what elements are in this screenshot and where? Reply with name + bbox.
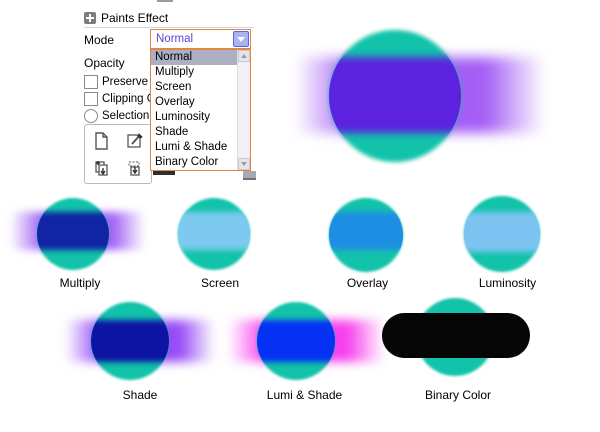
mode-dropdown-list: Normal Multiply Screen Overlay Luminosit… [150,49,251,171]
preserve-opacity-row: Preserve [84,75,148,89]
blend-region [329,198,403,272]
blend-example-normal [290,20,552,175]
scroll-up-button[interactable] [238,50,250,62]
blend-region [329,30,461,162]
arrow-up-icon [241,54,247,58]
blend-region [464,196,540,272]
example-label: Lumi & Shade [266,388,343,402]
blend-example-multiply: Multiply [5,195,155,295]
opacity-label: Opacity [84,56,125,70]
expand-toggle-icon[interactable] [84,12,96,24]
selection-source-label: Selection [102,110,150,122]
copy-layer-icon [94,160,108,176]
mode-option-shade[interactable]: Shade [155,126,189,138]
blend-example-shade: Shade [60,300,220,405]
blend-region [257,302,335,380]
blend-example-lumi-shade: Lumi & Shade [222,300,387,405]
selection-source-radio[interactable] [84,109,98,123]
paints-effect-header: Paints Effect [84,9,254,28]
clipping-group-label: Clipping G [102,93,156,105]
mode-dropdown-value: Normal [156,33,194,45]
example-label: Shade [122,388,158,402]
blend-region [37,198,109,270]
new-layer-button[interactable] [91,130,113,152]
mode-option-multiply[interactable]: Multiply [155,66,194,78]
new-linework-layer-button[interactable] [124,130,146,152]
clipping-group-checkbox[interactable] [84,92,98,106]
paints-effect-panel: Paints Effect Mode Opacity Preserve Clip… [0,0,270,185]
brush-stroke [382,313,530,358]
cropped-scrollbar-fragment [243,171,256,180]
paste-layer-button[interactable] [124,157,146,179]
blend-example-overlay: Overlay [305,195,430,295]
chevron-down-icon [237,36,245,42]
mode-option-overlay[interactable]: Overlay [155,96,195,108]
layer-toolbar [84,124,152,184]
example-label: Screen [200,276,240,290]
cropped-ui-fragment [157,0,173,2]
dropdown-scrollbar[interactable] [237,50,250,170]
dropdown-arrow-button[interactable] [233,31,249,47]
example-label: Binary Color [424,388,492,402]
new-layer-icon [95,131,108,150]
mode-label: Mode [84,33,115,47]
clipping-group-row: Clipping G [84,92,156,106]
arrow-down-icon [241,162,247,166]
selection-source-row: Selection [84,109,149,123]
mode-option-screen[interactable]: Screen [155,81,192,93]
example-label: Multiply [59,276,101,290]
mode-dropdown[interactable]: Normal [150,29,251,49]
mode-option-normal[interactable]: Normal [151,50,250,65]
mode-option-lumi-shade[interactable]: Lumi & Shade [155,141,228,153]
blend-region [178,198,250,270]
blend-region [91,302,169,380]
blend-example-luminosity: Luminosity [450,195,565,295]
cropped-text-fragment [153,171,175,175]
example-label: Overlay [346,276,389,290]
paste-layer-icon [127,160,140,176]
preserve-opacity-label: Preserve [102,76,149,88]
mode-option-luminosity[interactable]: Luminosity [155,111,210,123]
blend-example-screen: Screen [160,195,280,295]
example-label: Luminosity [478,276,537,290]
preserve-opacity-checkbox[interactable] [84,75,98,89]
new-linework-layer-icon [126,132,143,148]
panel-title: Paints Effect [101,11,169,25]
copy-layer-button[interactable] [91,157,113,179]
blend-example-binary-color: Binary Color [378,295,538,405]
scroll-down-button[interactable] [238,158,250,170]
mode-option-binary-color[interactable]: Binary Color [155,156,219,168]
